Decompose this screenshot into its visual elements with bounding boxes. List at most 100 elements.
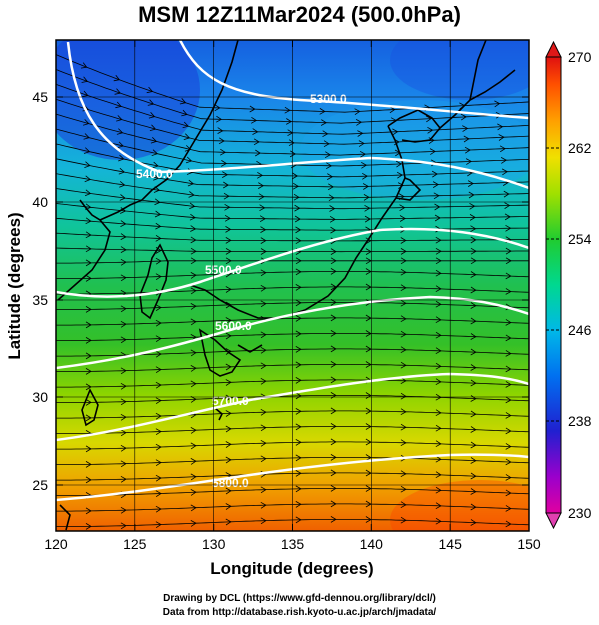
streamline bbox=[56, 488, 529, 496]
wind-arrow bbox=[155, 521, 162, 529]
wind-arrow bbox=[470, 441, 477, 449]
wind-arrow bbox=[504, 202, 511, 209]
wind-arrow bbox=[470, 257, 477, 265]
wind-arrow bbox=[284, 106, 291, 114]
x-axis-title: Longitude (degrees) bbox=[210, 559, 373, 578]
colorbar-tick: 246 bbox=[568, 322, 592, 338]
wind-streamlines bbox=[56, 54, 529, 530]
wind-arrow bbox=[187, 179, 195, 187]
wind-arrow bbox=[400, 237, 407, 244]
wind-arrow bbox=[85, 245, 92, 253]
contour-5600 bbox=[56, 295, 529, 370]
x-tick: 140 bbox=[360, 536, 384, 552]
wind-arrow bbox=[295, 299, 302, 307]
wind-arrow bbox=[328, 194, 335, 202]
wind-arrow bbox=[435, 471, 442, 479]
streamline bbox=[56, 232, 529, 242]
wind-arrow bbox=[225, 410, 232, 417]
wind-arrow bbox=[400, 377, 407, 385]
wind-arrow bbox=[400, 248, 407, 255]
x-ticks bbox=[134, 40, 451, 531]
wind-arrow bbox=[119, 194, 126, 201]
wind-arrow bbox=[435, 362, 442, 370]
wind-arrow bbox=[254, 149, 261, 157]
wind-arrow bbox=[83, 133, 90, 140]
wind-arrow bbox=[470, 225, 477, 233]
wind-arrow bbox=[365, 345, 372, 353]
wind-arrow bbox=[85, 476, 92, 484]
wind-arrow bbox=[470, 488, 477, 495]
wind-arrow bbox=[190, 458, 197, 465]
wind-arrow bbox=[260, 362, 267, 370]
wind-arrow bbox=[85, 368, 92, 375]
wind-arrow bbox=[189, 202, 196, 210]
wind-arrow bbox=[435, 409, 442, 417]
wind-arrow bbox=[322, 130, 329, 138]
wind-arrow bbox=[470, 302, 477, 309]
wind-arrow bbox=[225, 487, 232, 495]
wind-arrow bbox=[295, 485, 302, 493]
coastlines bbox=[57, 40, 516, 531]
wind-arrow bbox=[435, 502, 442, 510]
wind-arrow bbox=[257, 182, 264, 189]
wind-arrow bbox=[365, 438, 372, 446]
wind-arrow bbox=[295, 330, 302, 338]
wind-arrow bbox=[361, 161, 368, 169]
wind-arrow bbox=[155, 335, 162, 343]
wind-arrow bbox=[56, 188, 57, 189]
wind-arrow bbox=[253, 138, 260, 146]
wind-arrow bbox=[120, 444, 127, 452]
wind-arrow bbox=[364, 215, 371, 223]
wind-arrow bbox=[465, 158, 472, 165]
wind-arrow bbox=[435, 257, 442, 265]
wind-arrow bbox=[435, 316, 442, 324]
wind-arrow bbox=[294, 215, 301, 223]
wind-arrow bbox=[365, 268, 372, 275]
wind-arrow bbox=[435, 236, 442, 244]
wind-arrow bbox=[505, 319, 512, 326]
wind-arrow bbox=[84, 161, 91, 168]
wind-arrow bbox=[120, 475, 127, 483]
streamline bbox=[56, 203, 529, 220]
colorbar-tick: 270 bbox=[568, 49, 592, 65]
wind-arrow bbox=[190, 272, 197, 279]
wind-arrow bbox=[400, 485, 407, 493]
wind-arrow bbox=[225, 379, 232, 386]
wind-arrow bbox=[470, 379, 477, 387]
streamline bbox=[56, 410, 529, 419]
wind-arrow bbox=[153, 174, 160, 181]
wind-arrow bbox=[225, 441, 232, 448]
wind-arrow bbox=[295, 315, 302, 322]
streamline bbox=[56, 333, 529, 341]
wind-arrow bbox=[148, 112, 156, 119]
contour-5300 bbox=[178, 40, 529, 120]
wind-arrow bbox=[327, 173, 334, 180]
wind-arrow bbox=[85, 217, 92, 225]
wind-arrow bbox=[324, 151, 331, 159]
wind-arrow bbox=[155, 397, 162, 405]
wind-arrow bbox=[118, 154, 125, 162]
wind-arrow bbox=[460, 113, 467, 121]
wind-arrow bbox=[499, 145, 506, 153]
y-axis-title: Latitude (degrees) bbox=[5, 212, 24, 359]
wind-arrow bbox=[400, 408, 407, 416]
streamline bbox=[56, 519, 529, 527]
wind-arrow bbox=[224, 203, 231, 211]
wind-arrow bbox=[155, 366, 162, 374]
wind-arrow bbox=[190, 334, 197, 341]
wind-arrow bbox=[295, 226, 302, 234]
wind-arrow bbox=[295, 237, 302, 245]
wind-arrow bbox=[365, 407, 372, 415]
wind-arrow bbox=[146, 86, 154, 94]
y-tick: 40 bbox=[32, 194, 48, 210]
wind-arrow bbox=[330, 345, 337, 353]
streamline bbox=[56, 158, 529, 188]
streamline bbox=[56, 472, 529, 481]
contour-label-5600: 5600.0 bbox=[215, 319, 252, 333]
streamline bbox=[56, 379, 529, 388]
wind-arrow bbox=[330, 485, 337, 492]
wind-arrow bbox=[190, 427, 197, 434]
wind-arrow bbox=[260, 248, 267, 255]
wind-arrow bbox=[190, 380, 197, 388]
